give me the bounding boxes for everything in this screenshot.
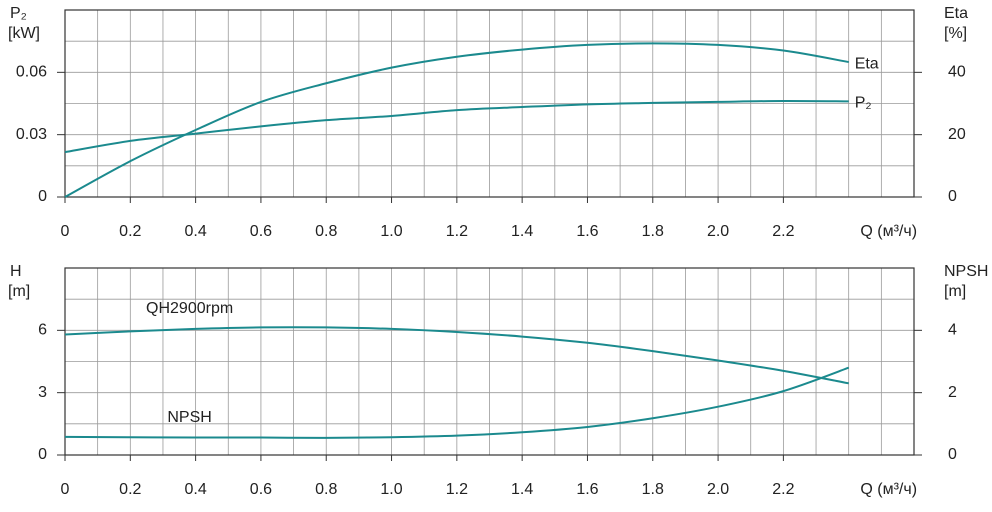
- y-tick-label: 3: [38, 384, 47, 401]
- y-axis-title: H: [10, 263, 22, 280]
- curve-label: QH2900rpm: [146, 300, 233, 317]
- x-tick-label: 0.6: [250, 481, 272, 498]
- curve: [64, 366, 850, 439]
- x-tick-label: 0.2: [119, 481, 141, 498]
- y2-axis-unit: [%]: [944, 25, 967, 42]
- y-axis-title: P₂: [10, 5, 27, 22]
- x-tick-label: 1.6: [576, 481, 598, 498]
- y2-tick-label: 0: [948, 446, 957, 463]
- y-axis-unit: [kW]: [8, 25, 40, 42]
- y2-tick-label: 20: [948, 126, 966, 143]
- y2-axis-title: Eta: [944, 5, 968, 22]
- x-tick-label: 0.8: [315, 223, 337, 240]
- x-tick-label: 2.0: [707, 223, 729, 240]
- curve: [64, 42, 849, 198]
- x-tick-label: 1.2: [446, 481, 468, 498]
- x-tick-label: 1.8: [642, 481, 664, 498]
- plot-frame: [64, 267, 915, 456]
- x-tick-label: 0: [61, 481, 70, 498]
- x-tick-label: 0.8: [315, 481, 337, 498]
- y-tick-label: 0: [38, 446, 47, 463]
- curve-label: Eta: [855, 55, 879, 72]
- x-tick-label: 0.4: [184, 223, 206, 240]
- x-tick-label: 0.4: [184, 481, 206, 498]
- x-tick-label: 1.4: [511, 223, 533, 240]
- x-tick-label: 1.2: [446, 223, 468, 240]
- y-axis-unit: [m]: [8, 283, 30, 300]
- x-tick-label: 1.0: [380, 481, 402, 498]
- x-tick-label: 0: [61, 223, 70, 240]
- x-tick-label: 0.6: [250, 223, 272, 240]
- x-tick-label: 0.2: [119, 223, 141, 240]
- y-tick-label: 0.06: [16, 64, 47, 81]
- x-tick-label: 2.2: [772, 481, 794, 498]
- x-tick-label: 1.8: [642, 223, 664, 240]
- x-tick-label: 1.0: [380, 223, 402, 240]
- y2-tick-label: 4: [948, 322, 957, 339]
- curve-label: P₂: [855, 95, 872, 112]
- x-axis-label: Q (м³/ч): [860, 481, 917, 498]
- curve: [64, 100, 849, 154]
- x-tick-label: 1.4: [511, 481, 533, 498]
- y2-tick-label: 40: [948, 64, 966, 81]
- y2-tick-label: 0: [948, 188, 957, 205]
- x-tick-label: 1.6: [576, 223, 598, 240]
- y2-tick-label: 2: [948, 384, 957, 401]
- curve: [64, 326, 849, 385]
- y-tick-label: 6: [38, 322, 47, 339]
- y-tick-label: 0: [38, 188, 47, 205]
- y2-axis-title: NPSH: [944, 263, 988, 280]
- x-tick-label: 2.2: [772, 223, 794, 240]
- y-tick-label: 0.03: [16, 126, 47, 143]
- x-tick-label: 2.0: [707, 481, 729, 498]
- x-axis-label: Q (м³/ч): [860, 223, 917, 240]
- curve-label: NPSH: [167, 409, 211, 426]
- plot-frame: [64, 9, 915, 198]
- y2-axis-unit: [m]: [944, 283, 966, 300]
